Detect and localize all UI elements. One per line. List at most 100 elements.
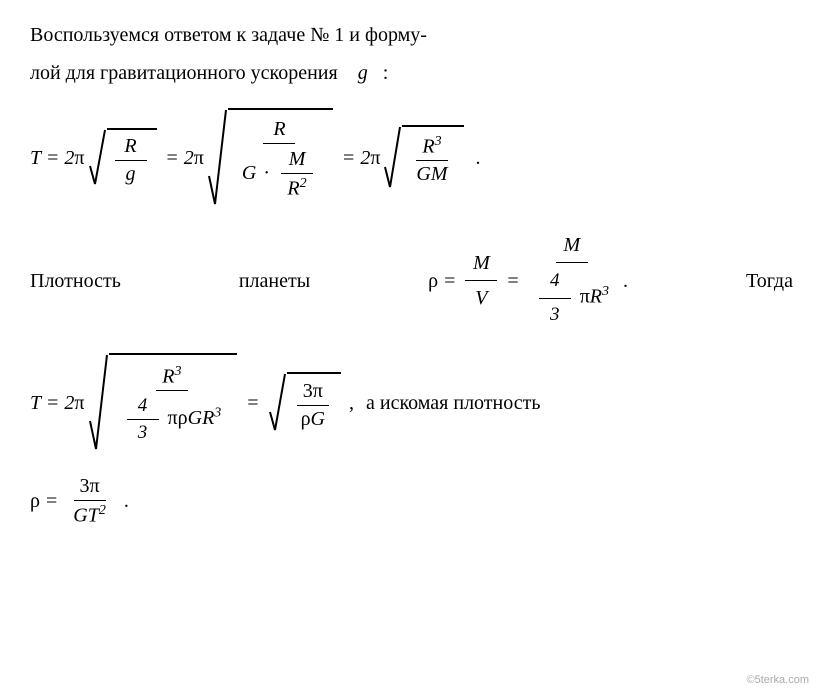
num-R3-e: R3 — [156, 362, 188, 392]
equation-3: ρ = 3π GT2 . — [30, 473, 793, 530]
pi-e: π — [74, 392, 84, 415]
equals-d2: = — [507, 266, 518, 296]
num-M-3: M — [556, 228, 588, 263]
den-g: g — [115, 161, 147, 188]
var-T-3: T — [88, 505, 99, 527]
sup-3-d: 3 — [602, 284, 609, 299]
den-GM: GM — [410, 161, 453, 188]
sqrt-1: R g — [89, 128, 157, 188]
frac-4-3-a: 4 3 — [539, 265, 571, 331]
sqrt-content-4: R3 4 3 πρGR3 — [109, 353, 238, 453]
num-4-a: 4 — [539, 265, 571, 299]
frac-R3-GM: R3 GM — [410, 132, 453, 189]
var-rho-3: ρ — [301, 408, 311, 430]
word-density: Плотность — [30, 266, 121, 296]
pi-b: π — [194, 147, 204, 170]
pi-c: π — [370, 147, 380, 170]
num-M-1: M — [281, 146, 313, 174]
sqrt-content-1: R g — [107, 128, 157, 188]
var-G-2: G — [188, 407, 202, 429]
sqrt-symbol-3 — [384, 125, 402, 191]
sqrt-content-3: R3 GM — [402, 125, 463, 191]
sup-2f: 2 — [99, 503, 106, 518]
sqrt-2: R G · M R2 — [208, 108, 333, 208]
word-planet: планеты — [239, 266, 310, 296]
num-R-2: R — [263, 116, 295, 144]
den-3-a: 3 — [539, 299, 571, 332]
sup-3e: 3 — [175, 364, 182, 379]
equals-3: = — [343, 147, 354, 170]
equals-e2: = — [247, 392, 258, 415]
den-V: V — [465, 281, 497, 315]
frac-R-g: R g — [115, 133, 147, 188]
var-g: g — [358, 62, 368, 84]
num-R3: R3 — [416, 132, 448, 162]
word-then: Тогда — [746, 266, 793, 296]
pi-f: π — [168, 407, 178, 429]
colon: : — [383, 62, 389, 84]
equation-1: T = 2π R g = 2π R G · M R — [30, 108, 793, 208]
var-R-d: R — [590, 286, 602, 308]
period-f: . — [124, 490, 129, 513]
var-rho-2: ρ — [178, 407, 188, 429]
den-GT2: GT2 — [67, 501, 112, 530]
comma-e: , — [349, 392, 354, 415]
equals-d1: = — [444, 266, 455, 296]
den-rhoG: ρG — [295, 406, 331, 433]
num-3pi-2: 3π — [74, 473, 106, 501]
frac-3pi-rhoG: 3π ρG — [295, 378, 331, 433]
after-text: а искомая плотность — [366, 392, 540, 415]
dot-1: · — [263, 162, 270, 184]
sqrt-5: 3π ρG — [269, 372, 341, 434]
var-R2: R — [287, 177, 299, 199]
var-G-4: G — [73, 505, 87, 527]
frac-M-43piR3: M 4 3 πR3 — [529, 228, 615, 333]
text-3pi-2: 3π — [80, 475, 100, 497]
sqrt-4: R3 4 3 πρGR3 — [89, 353, 238, 453]
var-G-1: G — [242, 162, 256, 184]
watermark: ©5terka.com — [746, 674, 809, 686]
sqrt-symbol-5 — [269, 372, 287, 434]
den-43piR3: 4 3 πR3 — [529, 263, 615, 333]
var-R-f: R — [202, 407, 214, 429]
var-rho-4: ρ — [30, 490, 40, 513]
num-3pi: 3π — [297, 378, 329, 406]
intro-line-1: Воспользуемся ответом к задаче № 1 и фор… — [30, 20, 793, 50]
sqrt-content-2: R G · M R2 — [228, 108, 333, 208]
num-M-2: M — [465, 246, 497, 281]
equals-e1: = — [47, 392, 58, 415]
den-GMR2: G · M R2 — [236, 144, 323, 205]
equation-2: T = 2π R3 4 3 πρGR3 = 3π — [30, 353, 793, 453]
equals-1: = — [47, 147, 58, 170]
frac-big-2: R3 4 3 πρGR3 — [117, 362, 228, 449]
sup-2a: 2 — [300, 176, 307, 191]
density-line: Плотность планеты ρ = M V = M 4 3 πR3 . … — [30, 228, 793, 333]
var-rho: ρ — [428, 266, 438, 296]
var-R3: R — [422, 135, 434, 157]
intro-text-2: лой для гравитационного ускорения — [30, 62, 338, 84]
sup-3a: 3 — [435, 134, 442, 149]
den-R2: R2 — [281, 174, 313, 203]
pi-d: π — [580, 286, 590, 308]
text-3pi-1: 3π — [303, 380, 323, 402]
sqrt-3: R3 GM — [384, 125, 463, 191]
intro-line-2: лой для гравитационного ускорения g : — [30, 58, 793, 88]
var-G-3: G — [311, 408, 325, 430]
sqrt-content-5: 3π ρG — [287, 372, 341, 434]
equals-f: = — [46, 490, 57, 513]
period-d: . — [623, 266, 628, 296]
sqrt-symbol-2 — [208, 108, 228, 208]
pi-a: π — [74, 147, 84, 170]
sup-3f: 3 — [214, 406, 221, 421]
num-4-b: 4 — [127, 393, 159, 420]
num-R-1: R — [115, 133, 147, 161]
frac-3pi-GT2: 3π GT2 — [67, 473, 112, 530]
density-formula: ρ = M V = M 4 3 πR3 . — [428, 228, 628, 333]
const-2-e: 2 — [64, 392, 74, 415]
var-T: T — [30, 147, 41, 170]
den-3-b: 3 — [127, 420, 159, 446]
sqrt-symbol-1 — [89, 128, 107, 188]
var-T-2: T — [30, 392, 41, 415]
const-2-b: 2 — [184, 147, 194, 170]
den-43pirhoGR3: 4 3 πρGR3 — [117, 391, 228, 448]
